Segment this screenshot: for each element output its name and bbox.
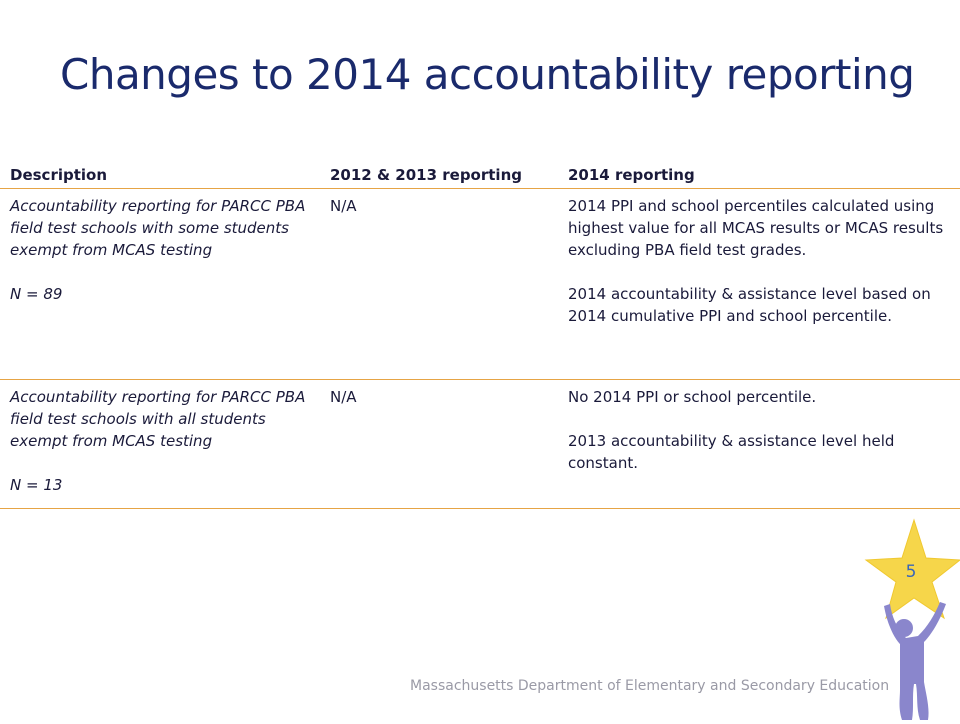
- reporting-2014-paragraph-1: No 2014 PPI or school percentile.: [568, 388, 817, 406]
- reporting-2014-cell: No 2014 PPI or school percentile. 2013 a…: [568, 386, 960, 474]
- star-icon: [864, 518, 960, 720]
- footer-text: Massachusetts Department of Elementary a…: [410, 678, 890, 694]
- table-row: Accountability reporting for PARCC PBA f…: [0, 380, 960, 509]
- reporting-2012-2013-cell: N/A: [330, 197, 357, 215]
- description-cell: Accountability reporting for PARCC PBA f…: [10, 195, 310, 305]
- column-header-2012-2013: 2012 & 2013 reporting: [330, 166, 522, 184]
- reporting-2012-2013-cell: N/A: [330, 388, 357, 406]
- description-cell: Accountability reporting for PARCC PBA f…: [10, 386, 310, 496]
- page-title: Changes to 2014 accountability reporting: [60, 50, 915, 99]
- reporting-2014-paragraph-1: 2014 PPI and school percentiles calculat…: [568, 197, 944, 259]
- page-number: 5: [905, 562, 917, 582]
- column-header-2014: 2014 reporting: [568, 166, 695, 184]
- description-text: Accountability reporting for PARCC PBA f…: [10, 388, 306, 450]
- person-figure-icon: [884, 602, 946, 720]
- column-header-description: Description: [10, 166, 108, 184]
- table-row: Accountability reporting for PARCC PBA f…: [0, 189, 960, 380]
- comparison-table: Description 2012 & 2013 reporting 2014 r…: [0, 158, 960, 509]
- logo-figure: 5: [862, 518, 960, 720]
- reporting-2014-paragraph-2: 2013 accountability & assistance level h…: [568, 432, 895, 472]
- count-text: N = 89: [10, 285, 63, 303]
- reporting-2014-paragraph-2: 2014 accountability & assistance level b…: [568, 285, 931, 325]
- table-header-row: Description 2012 & 2013 reporting 2014 r…: [0, 158, 960, 189]
- description-text: Accountability reporting for PARCC PBA f…: [10, 197, 306, 259]
- count-text: N = 13: [10, 476, 63, 494]
- reporting-2014-cell: 2014 PPI and school percentiles calculat…: [568, 195, 960, 327]
